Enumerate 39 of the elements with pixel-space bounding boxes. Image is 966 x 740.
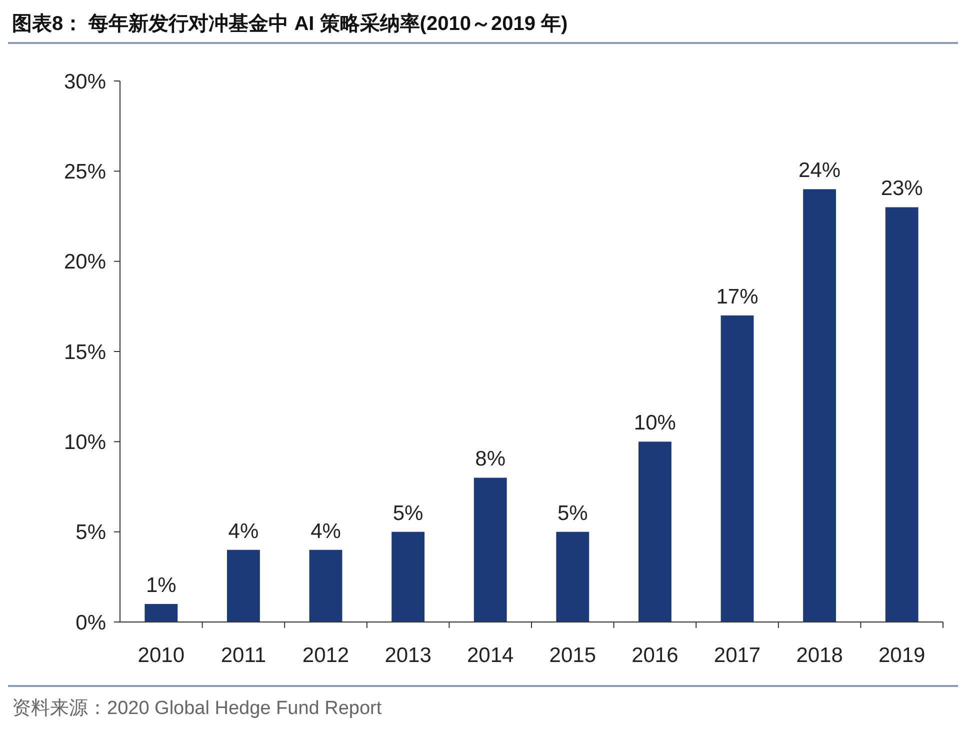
text: 资料来源：2020 Global Hedge Fund Report bbox=[12, 698, 382, 719]
bar bbox=[803, 189, 836, 622]
data-label: 4% bbox=[228, 520, 259, 543]
data-label: 23% bbox=[880, 177, 923, 200]
x-tick-label: 2012 bbox=[302, 644, 350, 667]
data-label: 4% bbox=[310, 520, 341, 543]
x-tick-label: 2019 bbox=[878, 644, 926, 667]
x-tick-label: 2015 bbox=[549, 644, 596, 667]
y-tick-label: 5% bbox=[76, 521, 106, 544]
data-label: 8% bbox=[475, 448, 506, 471]
bar bbox=[885, 207, 918, 622]
data-label: 1% bbox=[146, 574, 176, 597]
x-tick-label: 2017 bbox=[714, 644, 761, 667]
data-label: 17% bbox=[716, 285, 758, 308]
bar bbox=[144, 604, 178, 622]
x-tick-label: 2013 bbox=[384, 644, 432, 667]
x-tick-label: 2014 bbox=[466, 644, 514, 667]
data-label: 5% bbox=[392, 502, 424, 525]
x-tick-label: 2011 bbox=[220, 644, 266, 667]
x-tick-label: 2016 bbox=[632, 644, 678, 667]
y-tick-label: 20% bbox=[64, 250, 106, 274]
bar bbox=[392, 532, 425, 622]
y-tick-label: 15% bbox=[64, 340, 106, 364]
x-tick-label: 2018 bbox=[796, 644, 843, 667]
bar bbox=[638, 442, 672, 622]
y-tick-label: 10% bbox=[64, 431, 106, 454]
chart-title: 图表8： 每年新发行对冲基金中 AI 策略采纳率(2010～2019 年) bbox=[12, 12, 568, 35]
bar bbox=[226, 550, 260, 622]
y-tick-label: 25% bbox=[64, 160, 106, 184]
bar bbox=[309, 550, 342, 622]
data-label: 5% bbox=[557, 502, 588, 525]
bar bbox=[556, 532, 590, 622]
data-label: 24% bbox=[798, 159, 841, 182]
y-tick-label: 0% bbox=[76, 611, 106, 634]
bar bbox=[720, 315, 754, 622]
bar bbox=[474, 478, 507, 622]
data-label: 10% bbox=[634, 412, 676, 435]
y-tick-label: 30% bbox=[64, 70, 106, 94]
x-tick-label: 2010 bbox=[138, 644, 185, 667]
